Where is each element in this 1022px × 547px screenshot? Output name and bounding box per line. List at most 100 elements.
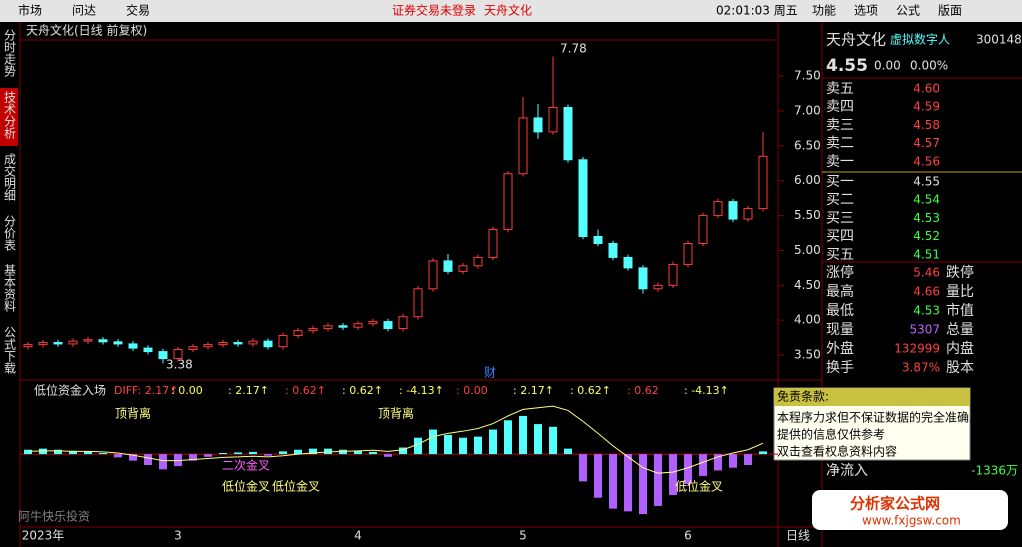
candle-body: [473, 256, 483, 267]
menu-item[interactable]: 市场: [18, 3, 42, 18]
hist-bar: [534, 424, 542, 455]
status: 证券交易未登录: [392, 3, 476, 18]
hist-bar: [39, 448, 47, 455]
price: 4.55: [826, 56, 868, 76]
tooltip-line: 本程序力求但不保证数据的完全准确,: [777, 410, 973, 425]
hist-bar: [729, 454, 737, 468]
candle-body: [338, 325, 348, 328]
side-tab[interactable]: 公式下载: [3, 326, 17, 375]
candle-body: [23, 344, 33, 348]
candle-body: [428, 260, 438, 290]
diff-line: [27, 405, 764, 474]
side-tab[interactable]: 基本资料: [3, 264, 17, 312]
stat-label: 最低: [826, 303, 854, 319]
hist-bar: [444, 435, 452, 455]
concept: 虚拟数字人: [890, 32, 950, 47]
candle-body: [143, 347, 153, 353]
candle-body: [203, 344, 213, 348]
y-tick-label: 7.50: [794, 69, 821, 83]
x-tick-label: 5: [519, 529, 527, 543]
stat-label: 跌停: [946, 264, 974, 281]
stat-value: 132999: [894, 342, 940, 356]
stat-label: 换手: [826, 359, 854, 376]
candle-body: [383, 321, 393, 330]
menu-item[interactable]: 交易: [126, 3, 150, 18]
hist-bar: [324, 448, 332, 455]
book-label: 卖一: [826, 154, 854, 170]
hist-bar: [204, 454, 212, 457]
side-tab[interactable]: 技术分析: [3, 91, 17, 140]
tooltip-head: [774, 388, 970, 406]
side-tab[interactable]: 分时走势: [3, 29, 17, 77]
y-tick-label: 5.00: [794, 243, 821, 257]
menu-item[interactable]: 选项: [854, 4, 878, 18]
book-price: 4.56: [913, 154, 940, 168]
signal-label: 顶背离: [115, 406, 151, 421]
hist-bar: [339, 449, 347, 455]
book-label: 买五: [826, 247, 854, 263]
book-label: 卖五: [826, 81, 854, 97]
low-label: 3.38: [166, 358, 193, 372]
hist-bar: [309, 448, 317, 455]
book-price: 4.57: [913, 136, 940, 150]
signal-label: 低位金叉: [222, 479, 270, 494]
candle-body: [218, 342, 228, 346]
hist-bar: [609, 454, 617, 509]
candle-body: [578, 159, 588, 238]
menu-item[interactable]: 公式: [896, 4, 920, 18]
hist-bar: [99, 453, 107, 455]
candle-body: [128, 343, 138, 349]
signal-label: 低位金叉: [675, 479, 723, 494]
stat-label: 涨停: [826, 264, 854, 281]
candle-body: [173, 348, 183, 360]
y-tick-label: 4.00: [794, 313, 821, 327]
x-tick-label: 6: [684, 529, 692, 543]
signal-label: 低位金叉: [272, 479, 320, 494]
hist-bar: [399, 447, 407, 455]
book-price: 4.53: [913, 211, 940, 225]
hist-bar: [249, 451, 257, 455]
side-tab[interactable]: 分价表: [3, 215, 17, 251]
y-tick-label: 6.50: [794, 138, 821, 152]
hist-bar: [84, 451, 92, 455]
candle-body: [233, 342, 243, 345]
side-tab[interactable]: 成交明细: [3, 153, 17, 201]
book-label: 卖二: [826, 136, 854, 152]
candle-body: [653, 284, 663, 290]
candle-body: [638, 267, 648, 290]
stat-label: 内盘: [946, 340, 974, 357]
menu-item[interactable]: 功能: [812, 4, 836, 18]
y-tick-label: 4.50: [794, 278, 821, 292]
hist-bar: [69, 450, 77, 455]
candle-body: [293, 330, 303, 337]
signal-label: 顶背离: [378, 406, 414, 421]
candle-body: [563, 106, 573, 161]
indicator-legend: : 0.00: [456, 384, 488, 397]
period: 日线: [786, 529, 810, 543]
candle-body: [248, 340, 258, 345]
hist-bar: [294, 449, 302, 455]
tooltip-line: 提供的信息仅供参考: [777, 427, 885, 442]
menu-item[interactable]: 问达: [72, 4, 96, 18]
book-price: 4.60: [913, 82, 940, 96]
menu-item[interactable]: 版面: [938, 4, 962, 18]
book-price: 4.58: [913, 118, 940, 132]
book-price: 4.52: [913, 229, 940, 243]
active-tab: [0, 88, 18, 146]
hist-bar: [159, 454, 167, 470]
candle-body: [623, 256, 633, 269]
clock: 02:01:03 周五: [716, 4, 798, 18]
candle-body: [368, 321, 378, 325]
footer: 阿牛快乐投资: [18, 509, 90, 524]
hist-bar: [684, 454, 692, 485]
book-label: 买二: [826, 192, 854, 208]
stat-label: 量比: [946, 284, 974, 300]
candle-body: [728, 201, 738, 220]
hist-bar: [414, 437, 422, 455]
logo-name: 分析家公式网: [850, 495, 940, 513]
indicator-legend: : 0.62↑: [342, 384, 383, 397]
indicator-legend: : -4.13↑: [684, 384, 729, 397]
candle-body: [323, 325, 333, 330]
indicator-legend: DIFF: 2.17↑: [114, 384, 178, 397]
